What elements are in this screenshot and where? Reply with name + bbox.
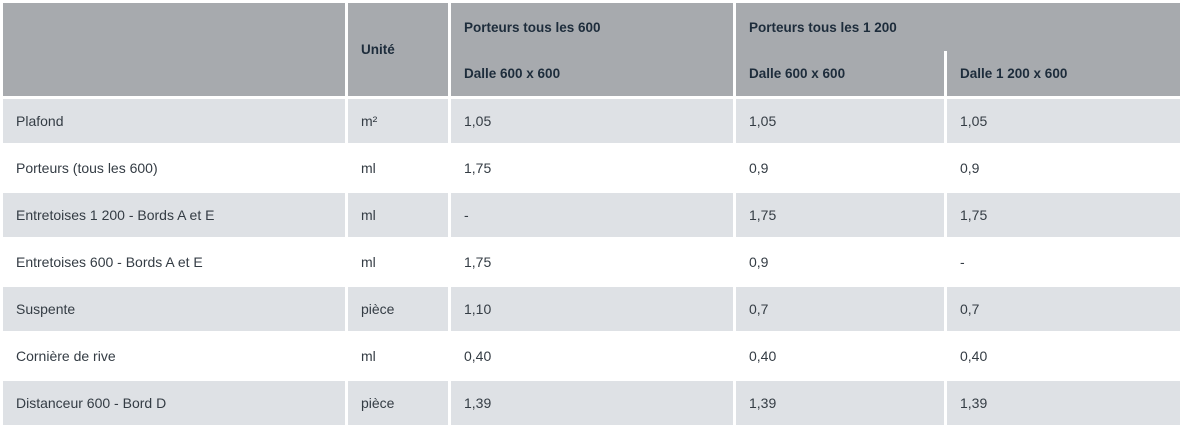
column-divider (944, 51, 947, 96)
header-unit-cell: Unité (348, 3, 448, 96)
header-group-porteurs-1200: Porteurs tous les 1 200 Dalle 600 x 600 … (736, 3, 1180, 96)
row-unit: pièce (348, 287, 448, 331)
group-label: Porteurs tous les 1 200 (749, 19, 897, 35)
row-value: 1,75 (451, 146, 733, 190)
row-unit: m² (348, 99, 448, 143)
row-label: Plafond (3, 99, 345, 143)
row-label: Cornière de rive (3, 334, 345, 378)
header-group-porteurs-600: Porteurs tous les 600 Dalle 600 x 600 (451, 3, 733, 96)
row-label: Entretoises 600 - Bords A et E (3, 240, 345, 284)
row-value: 1,39 (947, 381, 1180, 425)
row-value: 0,9 (736, 146, 944, 190)
row-value: 1,39 (736, 381, 944, 425)
row-value: 0,40 (947, 334, 1180, 378)
subcolumn-label: Dalle 1 200 x 600 (960, 66, 1068, 81)
row-value: 0,9 (947, 146, 1180, 190)
row-value: 1,05 (947, 99, 1180, 143)
row-value: 0,40 (736, 334, 944, 378)
row-value: 1,75 (947, 193, 1180, 237)
row-value: 1,05 (736, 99, 944, 143)
row-value: 1,39 (451, 381, 733, 425)
header-corner-cell (3, 3, 345, 96)
header-unit-label: Unité (361, 42, 395, 57)
subcolumn-row: Dalle 600 x 600 Dalle 1 200 x 600 (736, 51, 1180, 96)
row-unit: ml (348, 240, 448, 284)
subcolumn-label: Dalle 600 x 600 (464, 66, 561, 81)
row-value: 1,75 (736, 193, 944, 237)
group-label: Porteurs tous les 600 (464, 19, 601, 35)
row-value: 1,10 (451, 287, 733, 331)
row-value: 0,40 (451, 334, 733, 378)
row-value: 1,05 (451, 99, 733, 143)
row-value: 0,9 (736, 240, 944, 284)
row-value: 0,7 (947, 287, 1180, 331)
row-label: Distanceur 600 - Bord D (3, 381, 345, 425)
row-unit: ml (348, 193, 448, 237)
row-value: - (451, 193, 733, 237)
row-value: 1,75 (451, 240, 733, 284)
row-unit: ml (348, 146, 448, 190)
subcolumn-label: Dalle 600 x 600 (749, 66, 846, 81)
row-label: Entretoises 1 200 - Bords A et E (3, 193, 345, 237)
row-unit: ml (348, 334, 448, 378)
row-label: Porteurs (tous les 600) (3, 146, 345, 190)
row-unit: pièce (348, 381, 448, 425)
row-value: 0,7 (736, 287, 944, 331)
row-label: Suspente (3, 287, 345, 331)
row-value: - (947, 240, 1180, 284)
